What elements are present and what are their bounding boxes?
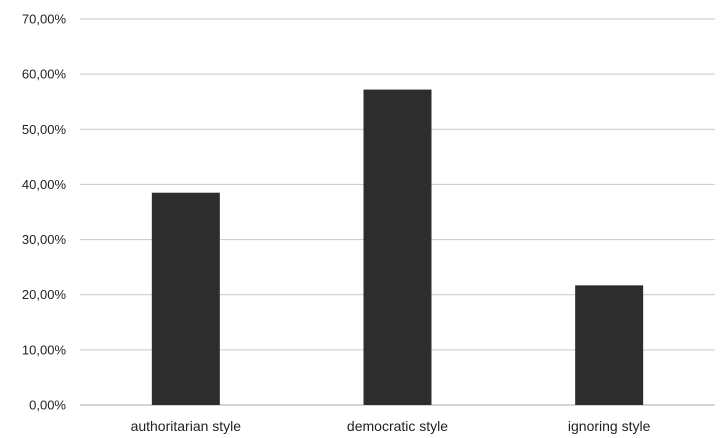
y-axis-tick-labels: 0,00% 10,00% 20,00% 30,00% 40,00% 50,00% 60,00… — [22, 12, 67, 413]
y-tick-label: 70,00% — [22, 12, 67, 27]
x-category-label: ignoring style — [568, 418, 651, 434]
bar — [363, 89, 432, 405]
bar — [151, 192, 220, 405]
y-tick-label: 20,00% — [22, 287, 67, 302]
y-tick-label: 50,00% — [22, 122, 67, 137]
y-tick-label: 30,00% — [22, 232, 67, 247]
y-tick-label: 0,00% — [29, 398, 66, 413]
x-axis-category-labels: authoritarian style democratic style ignor… — [131, 418, 651, 434]
y-tick-label: 60,00% — [22, 67, 67, 82]
x-category-label: democratic style — [347, 418, 448, 434]
y-tick-label: 40,00% — [22, 177, 67, 192]
bars — [151, 89, 644, 405]
y-tick-label: 10,00% — [22, 342, 67, 357]
x-category-label: authoritarian style — [131, 418, 242, 434]
bar — [575, 285, 644, 405]
